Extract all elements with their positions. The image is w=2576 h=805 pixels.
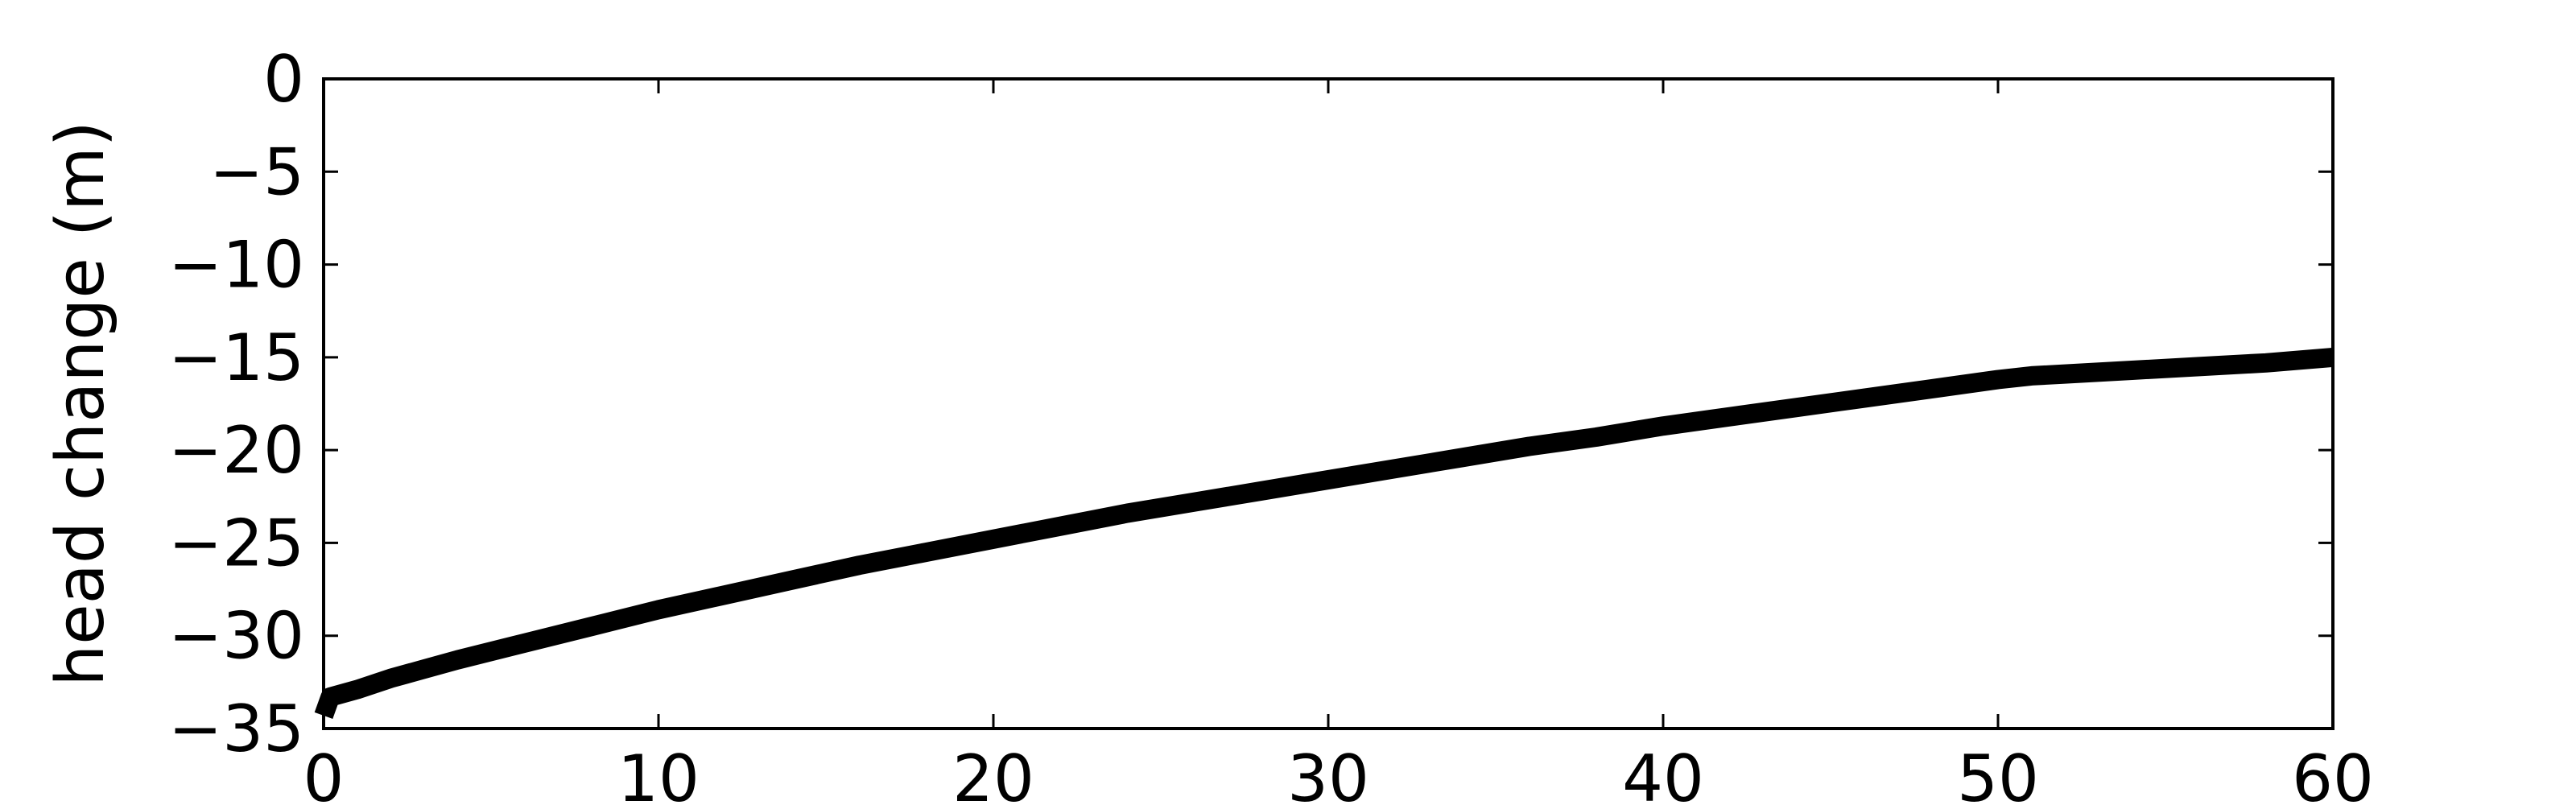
- series-layer: [314, 347, 2334, 719]
- x-tick-label: 40: [1622, 741, 1704, 805]
- y-tick-label: 0: [263, 42, 304, 117]
- x-tick-label: 50: [1957, 741, 2039, 805]
- y-tick-label: −20: [168, 413, 304, 488]
- y-tick-label: −35: [168, 691, 304, 766]
- ticks-layer: [322, 77, 2334, 730]
- x-tick-label: 0: [303, 741, 345, 805]
- plot-frame: [322, 77, 2334, 730]
- y-axis-label: head change (m): [43, 121, 119, 687]
- y-tick-label: −5: [209, 134, 304, 209]
- y-tick-label: −10: [168, 228, 304, 303]
- x-tick-label: 20: [952, 741, 1034, 805]
- y-tick-label: −15: [168, 320, 304, 395]
- y-tick-label: −25: [168, 506, 304, 580]
- x-tick-label: 30: [1287, 741, 1369, 805]
- x-tick-label: 10: [617, 741, 700, 805]
- tick-labels-layer: 0 10 20 30 40 50 60 0 −5 −10 −15 −20 −25 −30 −35: [168, 42, 2374, 805]
- series-line: [314, 347, 2334, 719]
- y-tick-label: −30: [168, 599, 304, 674]
- x-tick-label: 60: [2292, 741, 2374, 805]
